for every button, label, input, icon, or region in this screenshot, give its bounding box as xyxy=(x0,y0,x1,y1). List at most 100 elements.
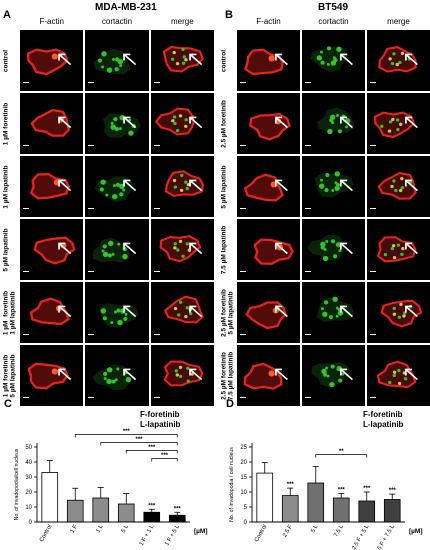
column-header: merge xyxy=(387,17,410,26)
row-label: control xyxy=(2,49,9,72)
x-tick-label: 7.5 L xyxy=(333,523,345,538)
y-axis-label: No. of invadopodia/cell nucleus xyxy=(14,448,20,520)
scale-bar xyxy=(305,208,311,209)
micrograph-tile xyxy=(150,30,214,91)
micrograph-tile xyxy=(20,282,84,343)
y-tick-label: 10 xyxy=(240,490,247,496)
micrograph-factin xyxy=(244,48,288,76)
x-axis-unit: [µM] xyxy=(409,528,423,535)
micrograph-factin xyxy=(30,108,72,137)
arrow-icon xyxy=(58,179,72,192)
row-label: 7.5 µM lapatinib xyxy=(220,225,228,274)
arrow-icon xyxy=(188,53,202,66)
arrow-icon xyxy=(123,305,137,318)
micrograph-merge xyxy=(377,172,418,200)
arrow-icon xyxy=(275,242,288,255)
arrow-icon xyxy=(188,305,202,318)
x-axis-unit: [µM] xyxy=(194,528,208,535)
scale-bar xyxy=(240,82,246,83)
row-label: control xyxy=(220,49,228,72)
micrograph-cortactin xyxy=(317,107,355,135)
scale-bar xyxy=(88,397,95,398)
panel-c-bar-chart: 0 10 20 30 40 50 No. of invadopodia/cell nucle… xyxy=(14,429,208,547)
scale-bar xyxy=(370,397,376,398)
micrograph-cortactin xyxy=(99,303,140,328)
column-header: F-actin xyxy=(39,17,64,26)
panel-c-legend: F-foretinib L-lapatinib xyxy=(140,410,181,429)
x-tick-label: 2.5 F xyxy=(282,524,294,539)
y-tick-label: 10 xyxy=(25,505,32,511)
row-label: 1 µM lapatinib xyxy=(2,164,9,209)
micrograph-tile xyxy=(150,345,214,406)
micrograph-tile xyxy=(367,219,430,280)
scale-bar xyxy=(153,82,160,83)
bar xyxy=(92,497,110,523)
significance-label: *** xyxy=(161,453,169,459)
micrograph-factin xyxy=(27,362,72,390)
x-tick-label: 5 L xyxy=(121,523,131,534)
arrow-icon xyxy=(188,179,202,192)
scale-bar xyxy=(88,82,95,83)
scale-bar xyxy=(370,145,376,146)
micrograph-cortactin xyxy=(310,46,353,73)
bar xyxy=(256,472,274,523)
arrow-icon xyxy=(340,53,353,66)
arrow-icon xyxy=(275,53,288,66)
bar xyxy=(168,514,186,523)
significance-label: *** xyxy=(287,482,295,488)
scale-bar xyxy=(240,334,246,335)
arrow-icon xyxy=(275,368,288,381)
micrograph-merge xyxy=(162,45,204,73)
arrow-icon xyxy=(340,242,353,255)
bar xyxy=(41,472,59,523)
y-tick-label: 25 xyxy=(240,445,247,451)
x-tick-label: 1 F + 1 L xyxy=(139,523,156,547)
row-label: 1 µM foretinib 5 µM lapatinib xyxy=(2,353,16,398)
y-tick-label: 15 xyxy=(240,475,247,481)
micrograph-tile xyxy=(150,219,214,280)
x-tick-label: Control xyxy=(39,524,54,543)
arrow-icon xyxy=(58,305,72,318)
micrograph-merge xyxy=(159,235,202,263)
y-tick-label: 5 xyxy=(244,505,248,511)
column-header: cortactin xyxy=(318,17,349,26)
scale-bar xyxy=(23,208,29,209)
micrograph-factin xyxy=(26,48,72,76)
micrograph-tile xyxy=(85,282,149,343)
arrow-icon xyxy=(340,368,353,381)
scale-bar xyxy=(23,397,29,398)
significance-label: *** xyxy=(135,437,143,443)
arrow-icon xyxy=(123,116,137,129)
micrograph-tile xyxy=(150,156,214,217)
bar xyxy=(307,482,325,523)
scale-bar xyxy=(370,334,376,335)
micrograph-cortactin xyxy=(307,234,353,262)
micrograph-merge xyxy=(164,170,204,197)
micrograph-factin xyxy=(253,238,294,265)
significance-bracket xyxy=(125,450,178,454)
micrograph-tile xyxy=(237,30,300,91)
scale-bar xyxy=(23,271,29,272)
scale-bar xyxy=(240,208,246,209)
micrograph-factin xyxy=(33,236,76,265)
micrograph-tile xyxy=(302,345,365,406)
micrograph-factin xyxy=(29,297,72,326)
micrograph-tile xyxy=(367,345,430,406)
scale-bar xyxy=(305,334,311,335)
arrow-icon xyxy=(405,179,418,192)
row-label: 1 µM foretinib 1 µM lapatinib xyxy=(2,290,16,335)
micrograph-tile xyxy=(20,93,84,154)
micrograph-tile xyxy=(85,345,149,406)
micrograph-tile xyxy=(237,219,300,280)
x-tick-label: 1 F + 5 L xyxy=(164,523,181,547)
micrograph-cortactin xyxy=(93,48,137,75)
micrograph-cortactin xyxy=(316,296,354,322)
scale-bar xyxy=(240,271,246,272)
scale-bar xyxy=(23,334,29,335)
arrow-icon xyxy=(275,116,288,129)
arrow-icon xyxy=(405,242,418,255)
micrograph-factin xyxy=(248,112,291,141)
scale-bar xyxy=(23,82,29,83)
arrow-icon xyxy=(275,179,288,192)
micrograph-merge xyxy=(154,107,202,136)
